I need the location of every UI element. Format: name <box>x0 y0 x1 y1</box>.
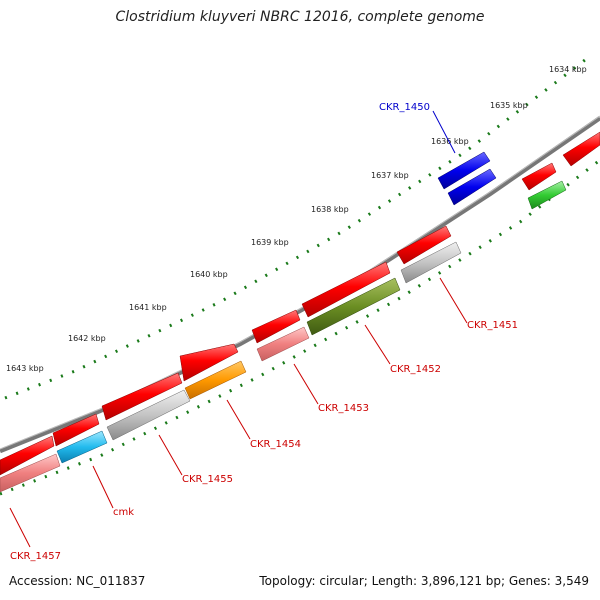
gene-label-ckr-1452[interactable]: CKR_1452 <box>390 364 441 375</box>
blue-feature-arrow[interactable] <box>447 168 497 206</box>
gene-label-ckr-1457[interactable]: CKR_1457 <box>10 551 61 562</box>
forward-cds-arrow[interactable] <box>101 372 183 421</box>
forward-cds-arrow[interactable] <box>52 413 100 447</box>
forward-cds-arrow[interactable] <box>521 162 557 191</box>
gene-label-ckr-1451[interactable]: CKR_1451 <box>467 320 518 331</box>
leader-line <box>9 507 31 548</box>
genome-backbone <box>0 116 600 454</box>
outer-tick-track <box>4 58 586 400</box>
leader-line <box>293 363 319 405</box>
blue-feature-arrow[interactable] <box>437 151 491 190</box>
forward-cds-arrow[interactable] <box>251 309 301 344</box>
green-feature-arrow[interactable] <box>527 180 567 210</box>
pink-feature-arrow[interactable] <box>0 453 61 493</box>
genome-backbone-highlight <box>0 115 600 450</box>
gene-label-ckr-1454[interactable]: CKR_1454 <box>250 439 301 450</box>
tick-label: 1634 kbp <box>549 65 587 74</box>
tick-label: 1635 kbp <box>490 101 528 110</box>
leader-line <box>432 110 456 154</box>
genome-info-text: Topology: circular; Length: 3,896,121 bp… <box>259 574 589 588</box>
label-leader-lines <box>9 110 468 548</box>
leader-line <box>92 465 114 509</box>
scale-ticks: 1634 kbp 1635 kbp 1636 kbp 1637 kbp 1638… <box>6 65 587 373</box>
leader-line <box>439 277 468 324</box>
tick-label: 1642 kbp <box>68 334 106 343</box>
tick-label: 1639 kbp <box>251 238 289 247</box>
blue-features <box>437 151 497 206</box>
forward-strand-features <box>0 131 600 476</box>
tick-label: 1643 kbp <box>6 364 44 373</box>
tick-label: 1638 kbp <box>311 205 349 214</box>
gray-feature-arrow[interactable] <box>106 389 191 441</box>
tick-label: 1636 kbp <box>431 137 469 146</box>
orange-feature-arrow[interactable] <box>184 360 247 400</box>
map-title: Clostridium kluyveri NBRC 12016, complet… <box>115 9 485 25</box>
accession-text: Accession: NC_011837 <box>9 574 146 588</box>
leader-line <box>364 324 391 365</box>
leader-line <box>158 434 183 476</box>
tick-label: 1641 kbp <box>129 303 167 312</box>
forward-cds-arrow[interactable] <box>0 435 55 476</box>
tick-label: 1640 kbp <box>190 270 228 279</box>
forward-cds-arrow[interactable] <box>301 261 391 318</box>
gene-label-ckr-1450[interactable]: CKR_1450 <box>379 102 430 113</box>
olive-feature-arrow[interactable] <box>306 277 401 336</box>
gray-feature-arrow[interactable] <box>400 241 462 284</box>
gene-label-ckr-1453[interactable]: CKR_1453 <box>318 403 369 414</box>
tick-label: 1637 kbp <box>371 171 409 180</box>
gene-labels: CKR_1450 CKR_1451 CKR_1452 CKR_1453 CKR_… <box>10 102 518 562</box>
reverse-strand-features <box>0 180 567 493</box>
forward-cds-arrow[interactable] <box>179 343 239 382</box>
pink-feature-arrow[interactable] <box>256 326 310 362</box>
forward-cds-arrow[interactable] <box>562 131 600 167</box>
gene-label-ckr-1455[interactable]: CKR_1455 <box>182 474 233 485</box>
cyan-feature-arrow[interactable] <box>56 430 108 464</box>
leader-line <box>226 399 251 440</box>
gene-label-cmk[interactable]: cmk <box>113 507 134 518</box>
forward-cds-arrow[interactable] <box>396 225 452 265</box>
